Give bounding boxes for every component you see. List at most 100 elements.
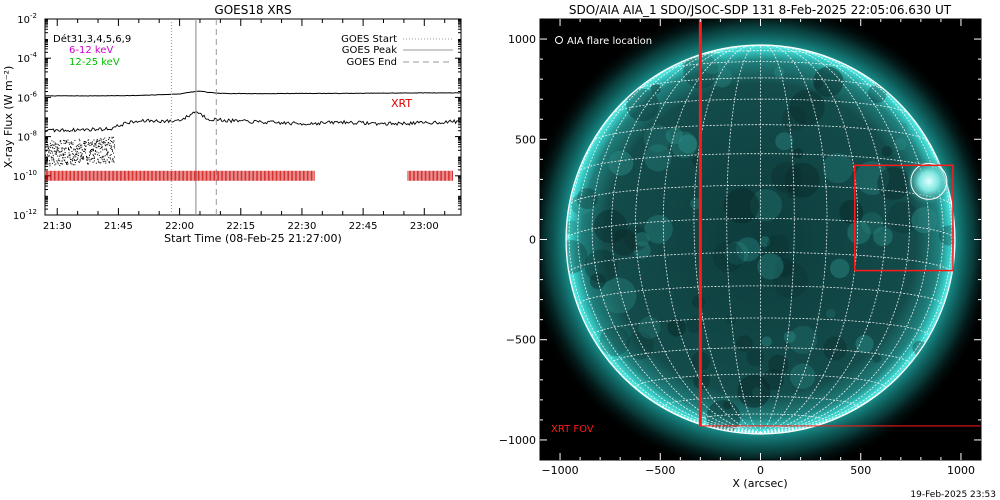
noise-point [101,146,103,148]
noise-point [93,150,94,152]
noise-point [109,157,111,159]
disk-texture-blob [860,212,884,235]
aia-flare-location-marker [910,162,948,200]
noise-point [73,156,75,158]
noise-point [93,156,95,158]
noise-point [72,142,74,144]
noise-point [94,150,96,152]
noise-point [57,143,59,145]
noise-point [54,164,56,166]
noise-point [108,156,110,158]
goes-y-axis-label: X-ray Flux (W m⁻²) [2,66,15,168]
disk-texture-blob [736,335,753,352]
noise-point [53,148,55,149]
noise-point [109,155,111,156]
noise-point [86,157,88,159]
noise-point [111,137,113,139]
longitude-line [760,48,930,434]
longitude-line [760,45,886,434]
noise-point [80,155,82,157]
disk-texture-blob [723,187,760,224]
noise-point [105,149,107,151]
y-tick-base: 10 [13,172,26,183]
noise-point [95,143,97,145]
goes-noise-scatter [45,136,115,167]
longitude-line [760,45,859,434]
noise-point [73,148,75,150]
noise-point [76,145,78,147]
noise-point [102,138,104,140]
noise-point [68,149,69,151]
noise-point [82,158,84,160]
noise-point [45,146,46,148]
legend-goes-peak: GOES Peak [342,45,397,56]
noise-point [88,157,90,158]
aia-y-tick-label: 0 [529,234,536,247]
goes-y-tick-label: 10-6 [17,90,37,104]
noise-point [84,144,86,146]
noise-point [105,162,107,164]
noise-point [102,149,104,151]
aia-legend-text: AIA flare location [567,36,652,47]
noise-point [93,160,95,162]
noise-point [58,147,60,149]
noise-point [97,159,99,160]
disk-texture-blob [938,225,955,246]
noise-point [76,152,78,154]
aia-y-tick-label: −1000 [499,434,536,447]
noise-point [52,144,54,146]
noise-point [52,156,54,158]
noise-point [49,163,51,165]
noise-point [65,161,67,163]
noise-point [62,147,64,149]
noise-point [64,140,66,142]
noise-point [101,159,103,161]
noise-point [93,155,94,157]
noise-point [74,164,76,166]
noise-point [68,147,69,149]
noise-point [54,150,56,152]
noise-point [84,141,86,142]
noise-point [85,152,87,154]
noise-point [60,163,62,165]
noise-point [77,155,79,156]
goes-x-tick-label: 22:00 [165,221,194,232]
noise-point [70,158,71,160]
noise-point [66,141,67,142]
disk-texture-blob [723,401,732,410]
noise-point [49,142,51,144]
noise-point [75,150,77,152]
noise-point [113,160,114,162]
noise-point [62,163,64,165]
noise-point [84,143,86,145]
noise-point [71,151,73,152]
noise-point [111,136,113,138]
disk-texture-blob [644,144,672,172]
disk-texture-blob [571,193,593,216]
legend-detectors: Dét31,3,4,5,6,9 [53,33,131,45]
noise-point [66,163,67,165]
goes-y-tick-label: 10-4 [17,51,37,65]
noise-point [64,153,66,155]
noise-point [104,155,106,157]
legend-goes-end: GOES End [347,57,397,68]
noise-point [69,155,71,157]
noise-point [47,155,49,157]
noise-point [95,141,97,143]
disk-texture-blob [626,88,659,122]
solar-limb [565,44,956,435]
noise-point [67,161,68,163]
noise-point [67,156,69,158]
noise-point [70,141,72,143]
noise-point [86,159,88,161]
aia-image [540,19,981,460]
noise-point [106,150,108,152]
noise-point [78,161,80,163]
disk-texture-blob [822,152,854,184]
y-tick-base: 10 [17,54,30,65]
noise-point [103,158,105,160]
noise-point [70,147,72,149]
noise-point [66,141,68,143]
noise-point [77,157,79,159]
noise-point [95,141,97,143]
